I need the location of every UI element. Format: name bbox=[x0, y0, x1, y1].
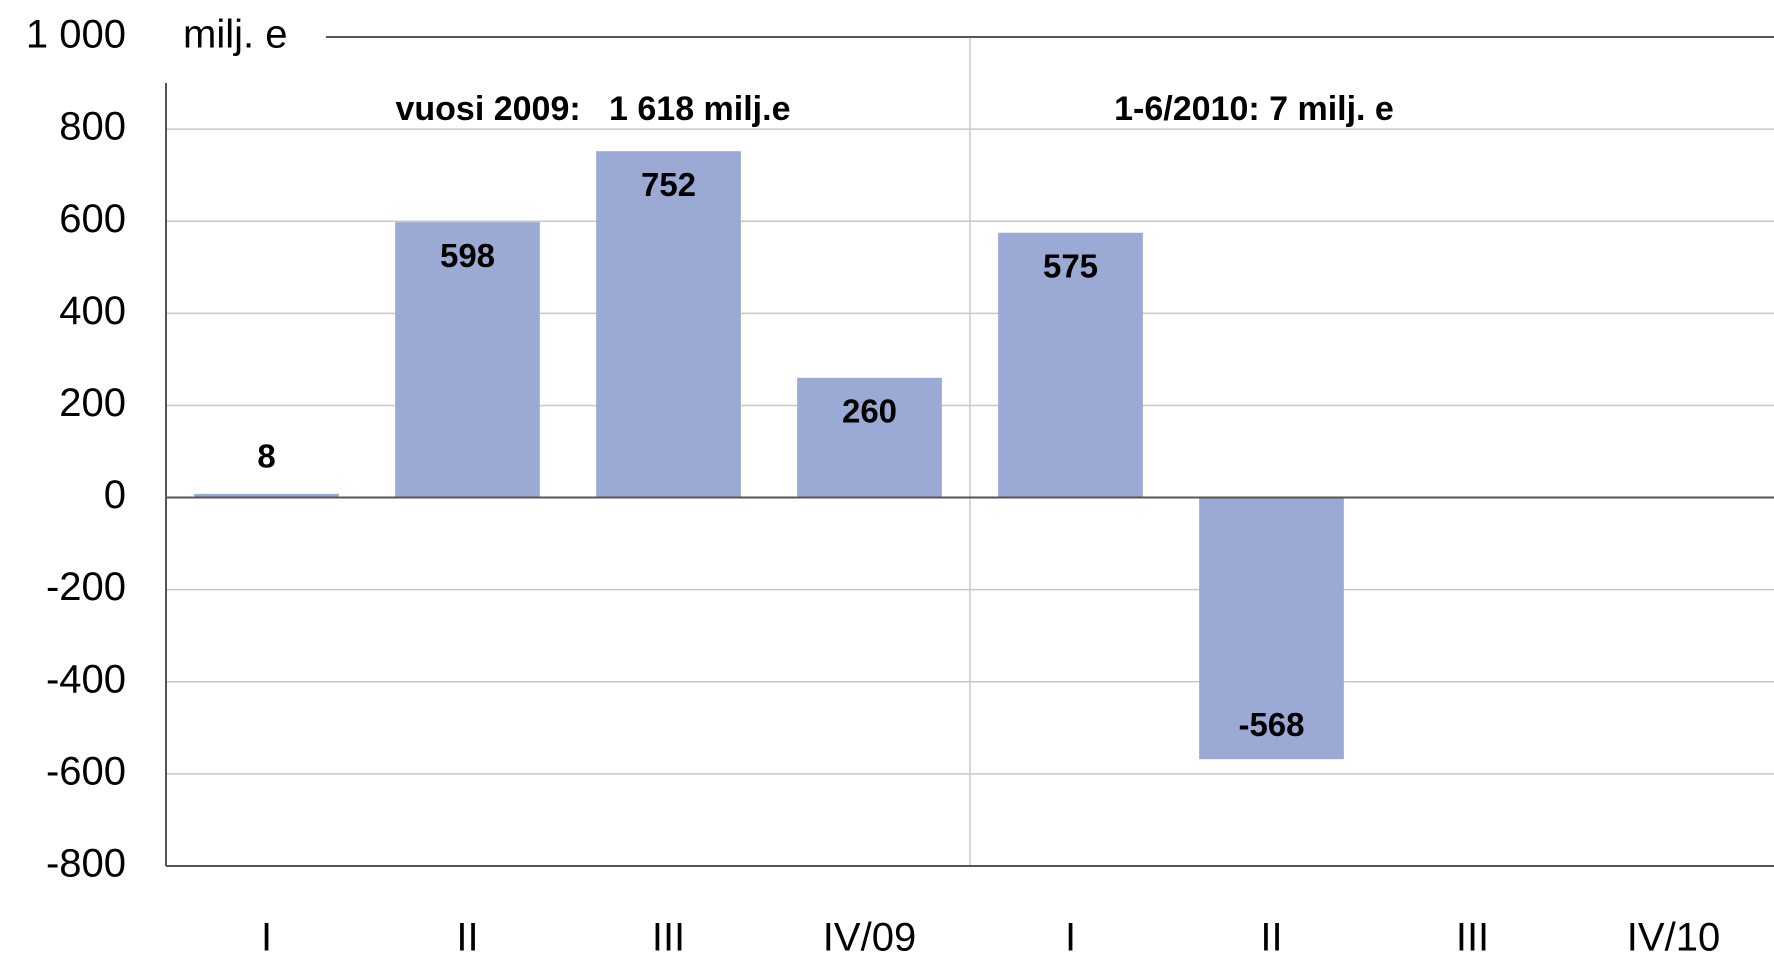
data-label: 260 bbox=[842, 393, 897, 430]
x-tick-label: IV/10 bbox=[1627, 916, 1720, 960]
data-label: 598 bbox=[440, 237, 495, 274]
y-tick-label: 1 000 bbox=[26, 13, 126, 57]
data-label: 8 bbox=[257, 438, 275, 475]
bar bbox=[998, 232, 1143, 498]
y-tick-label: 400 bbox=[59, 289, 126, 333]
x-tick-label: II bbox=[1260, 916, 1282, 960]
data-label: -568 bbox=[1238, 706, 1304, 743]
annotation: vuosi 2009: 1 618 milj.e bbox=[395, 90, 790, 128]
annotation: 1-6/2010: 7 milj. e bbox=[1114, 90, 1394, 128]
data-label: 752 bbox=[641, 166, 696, 203]
bar bbox=[596, 151, 741, 498]
y-tick-label: -800 bbox=[46, 842, 126, 886]
x-tick-label: III bbox=[652, 916, 685, 960]
y-axis-label: milj. e bbox=[183, 13, 287, 57]
y-tick-label: -600 bbox=[46, 749, 126, 793]
bar bbox=[194, 493, 339, 498]
x-tick-label: I bbox=[261, 916, 272, 960]
y-tick-label: 800 bbox=[59, 105, 126, 149]
data-label: 575 bbox=[1043, 247, 1098, 284]
x-tick-label: IV/09 bbox=[823, 916, 916, 960]
x-tick-label: II bbox=[456, 916, 478, 960]
bar bbox=[395, 222, 540, 498]
x-tick-label: III bbox=[1456, 916, 1489, 960]
x-tick-label: I bbox=[1065, 916, 1076, 960]
y-tick-label: 600 bbox=[59, 197, 126, 241]
bar bbox=[1199, 497, 1344, 760]
y-tick-label: 200 bbox=[59, 381, 126, 425]
y-tick-label: 0 bbox=[104, 473, 126, 517]
y-tick-label: -400 bbox=[46, 657, 126, 701]
bar bbox=[797, 377, 942, 498]
y-tick-label: -200 bbox=[46, 565, 126, 609]
